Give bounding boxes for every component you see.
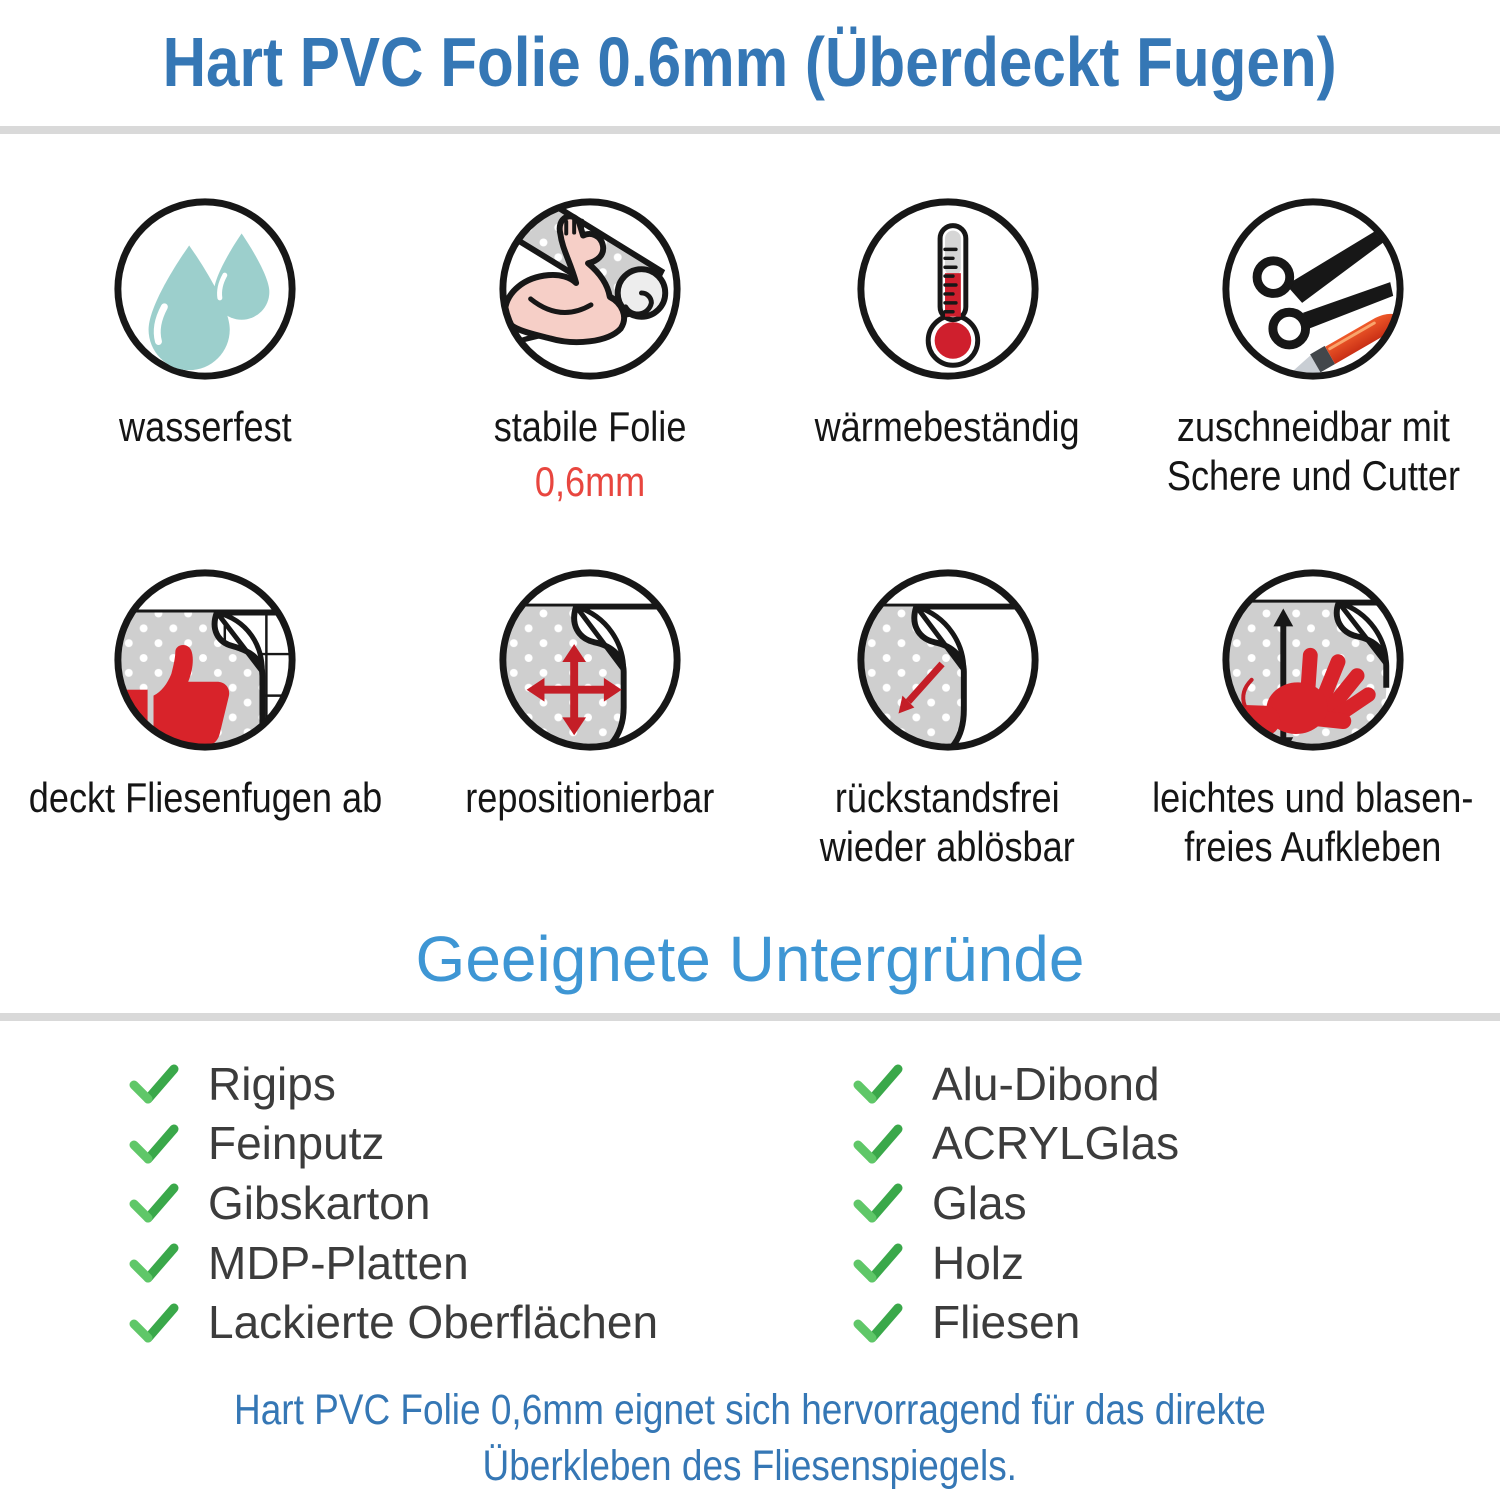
feature-label: rückstandsfrei wieder ablösbar bbox=[820, 773, 1076, 871]
check-icon bbox=[852, 1241, 904, 1285]
hand-smoothing-foil-icon bbox=[1214, 561, 1412, 759]
move-arrows-on-foil-icon bbox=[491, 561, 689, 759]
list-item: Alu-Dibond bbox=[852, 1059, 1179, 1110]
list-item: Holz bbox=[852, 1238, 1179, 1289]
thumbs-up-over-tiles-icon bbox=[106, 561, 304, 759]
list-item-label: Alu-Dibond bbox=[932, 1057, 1160, 1110]
check-icon bbox=[852, 1122, 904, 1166]
feature-rueckstandsfrei: rückstandsfrei wieder ablösbar bbox=[769, 561, 1127, 878]
list-item: Gibskarton bbox=[128, 1178, 776, 1229]
footer-note: Hart PVC Folie 0,6mm eignet sich hervorr… bbox=[0, 1383, 1500, 1495]
footer-line: Überkleben des Fliesenspiegels. bbox=[482, 1441, 1018, 1490]
feature-label: zuschneidbar mit Schere und Cutter bbox=[1166, 402, 1460, 500]
muscle-arm-foil-roll-icon bbox=[491, 190, 689, 388]
substrates-column-right: Alu-Dibond ACRYLGlas Glas Holz Fliesen bbox=[852, 1059, 1179, 1357]
substrates-section: Geeignete Untergründe Rigips Feinputz Gi… bbox=[0, 922, 1500, 1357]
scissors-and-cutter-icon bbox=[1214, 190, 1412, 388]
feature-grid: wasserfest bbox=[0, 190, 1500, 878]
feature-deckt-fliesenfugen: deckt Fliesenfugen ab bbox=[0, 561, 411, 878]
feature-label: stabile Folie 0,6mm bbox=[493, 402, 687, 506]
list-item: Rigips bbox=[128, 1059, 776, 1110]
feature-wasserfest: wasserfest bbox=[0, 190, 411, 507]
peel-off-arrow-foil-icon bbox=[849, 561, 1047, 759]
feature-stabile-folie: stabile Folie 0,6mm bbox=[411, 190, 769, 507]
feature-waermebestaendig: wärmebeständig bbox=[769, 190, 1127, 507]
list-item: ACRYLGlas bbox=[852, 1118, 1179, 1169]
substrates-lists: Rigips Feinputz Gibskarton MDP-Platten L… bbox=[0, 1059, 1500, 1357]
check-icon bbox=[128, 1122, 180, 1166]
check-icon bbox=[128, 1241, 180, 1285]
feature-leichtes-aufkleben: leichtes und blasen- freies Aufkleben bbox=[1126, 561, 1500, 878]
check-icon bbox=[128, 1301, 180, 1345]
divider bbox=[0, 125, 1500, 134]
substrates-column-left: Rigips Feinputz Gibskarton MDP-Platten L… bbox=[128, 1059, 776, 1357]
list-item: Lackierte Oberflächen bbox=[128, 1297, 776, 1348]
list-item-label: ACRYLGlas bbox=[932, 1117, 1180, 1170]
feature-label: deckt Fliesenfugen ab bbox=[28, 773, 383, 821]
thermometer-icon bbox=[849, 190, 1047, 388]
substrates-heading: Geeignete Untergründe bbox=[415, 922, 1085, 995]
feature-label: leichtes und blasen- freies Aufkleben bbox=[1152, 773, 1474, 871]
check-icon bbox=[128, 1181, 180, 1225]
footer-line: Hart PVC Folie 0,6mm eignet sich hervorr… bbox=[234, 1385, 1266, 1434]
list-item-label: Glas bbox=[932, 1177, 1027, 1230]
list-item-label: Gibskarton bbox=[208, 1177, 431, 1230]
water-drops-icon bbox=[106, 190, 304, 388]
check-icon bbox=[852, 1301, 904, 1345]
list-item-label: Holz bbox=[932, 1236, 1025, 1289]
list-item-label: Fliesen bbox=[932, 1296, 1081, 1349]
list-item: Feinputz bbox=[128, 1118, 776, 1169]
list-item-label: Rigips bbox=[208, 1057, 336, 1110]
feature-repositionierbar: repositionierbar bbox=[411, 561, 769, 878]
check-icon bbox=[128, 1062, 180, 1106]
list-item: Fliesen bbox=[852, 1297, 1179, 1348]
list-item-label: Feinputz bbox=[208, 1117, 385, 1170]
feature-label: wärmebeständig bbox=[815, 402, 1081, 450]
list-item: Glas bbox=[852, 1178, 1179, 1229]
feature-label: wasserfest bbox=[119, 402, 292, 450]
check-icon bbox=[852, 1062, 904, 1106]
divider bbox=[0, 1012, 1500, 1021]
list-item-label: MDP-Platten bbox=[208, 1236, 469, 1289]
page-header: Hart PVC Folie 0.6mm (Überdeckt Fugen) bbox=[0, 0, 1500, 134]
page-title: Hart PVC Folie 0.6mm (Überdeckt Fugen) bbox=[162, 23, 1338, 101]
list-item-label: Lackierte Oberflächen bbox=[208, 1296, 659, 1349]
feature-label: repositionierbar bbox=[465, 773, 715, 821]
list-item: MDP-Platten bbox=[128, 1238, 776, 1289]
check-icon bbox=[852, 1181, 904, 1225]
feature-zuschneidbar: zuschneidbar mit Schere und Cutter bbox=[1126, 190, 1500, 507]
